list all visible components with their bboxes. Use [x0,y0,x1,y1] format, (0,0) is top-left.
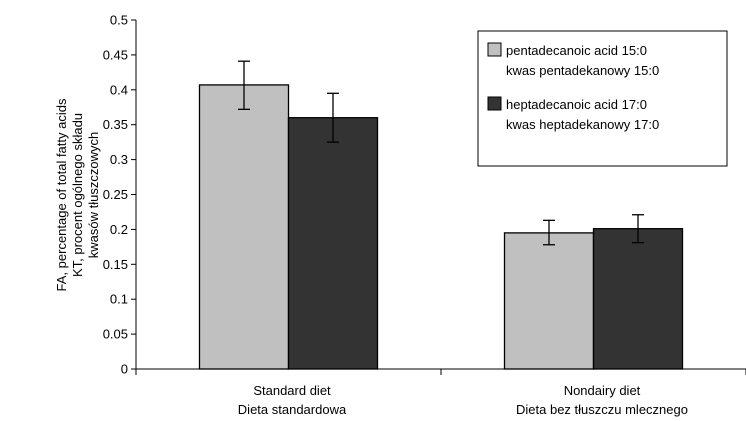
y-tick-label: 0.3 [110,152,128,167]
x-axis-categories: Standard diet Dieta standardowa Nondairy… [238,383,688,417]
category-label-standard-line-1: Standard diet [253,383,331,398]
bar-pentadecanoic-nondairy [503,232,595,370]
y-tick-label: 0 [121,362,128,377]
y-tick-label: 0.45 [103,47,128,62]
legend: pentadecanoic acid 15:0 kwas pentadekano… [477,30,728,167]
y-tick-label: 0.05 [103,327,128,342]
bar-heptadecanoic-nondairy [592,228,684,370]
y-axis-label: FA, percentage of total fatty acids KT, … [54,98,101,291]
legend-label-heptadecanoic-line-1: heptadecanoic acid 17:0 [506,97,647,112]
y-axis-ticks: 0 0.05 0.1 0.15 0.2 0.25 0.3 0.35 0.4 0.45 0.5 [103,13,746,377]
y-tick-label: 0.5 [110,13,128,28]
bar-heptadecanoic-standard [287,117,379,370]
category-label-nondairy-line-1: Nondairy diet [564,383,641,398]
y-tick-label: 0.1 [110,292,128,307]
y-axis-label-line-1: FA, percentage of total fatty acids [54,98,69,291]
legend-label-pentadecanoic-line-1: pentadecanoic acid 15:0 [506,43,647,58]
y-axis-label-line-2: KT, procent ogólnego składu [70,113,85,277]
y-tick-label: 0.15 [103,257,128,272]
y-tick-label: 0.4 [110,82,128,97]
y-tick-label: 0.35 [103,117,128,132]
legend-swatch-pentadecanoic [487,42,502,57]
bar-pentadecanoic-standard [198,84,290,370]
y-tick-label: 0.25 [103,187,128,202]
legend-label-pentadecanoic-line-2: kwas pentadekanowy 15:0 [506,63,659,78]
axes [135,20,746,370]
legend-swatch-heptadecanoic [487,96,502,111]
bars [198,60,684,370]
category-label-standard-line-2: Dieta standardowa [238,402,347,417]
legend-label-heptadecanoic-line-2: kwas heptadekanowy 17:0 [506,117,659,132]
category-label-nondairy-line-2: Dieta bez tłuszczu mlecznego [516,402,688,417]
legend-box [477,30,728,167]
y-tick-label: 0.2 [110,222,128,237]
y-axis-label-line-3: kwasów tłuszczowych [86,132,101,258]
